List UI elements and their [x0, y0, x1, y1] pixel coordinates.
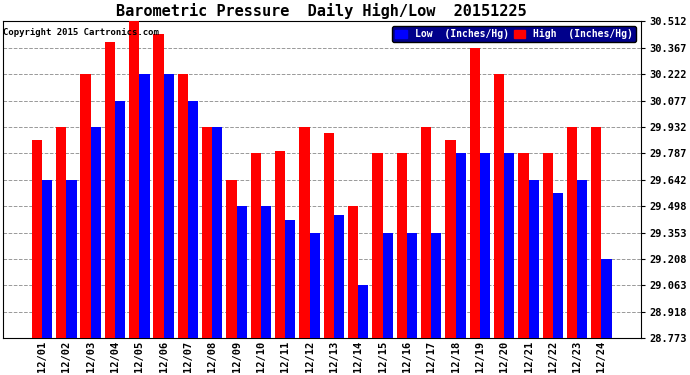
- Bar: [299, 127, 310, 338]
- Text: Copyright 2015 Cartronics.com: Copyright 2015 Cartronics.com: [3, 28, 159, 37]
- Bar: [324, 133, 334, 338]
- Bar: [56, 127, 66, 338]
- Bar: [285, 220, 295, 338]
- Bar: [445, 140, 455, 338]
- Bar: [553, 193, 563, 338]
- Bar: [504, 153, 515, 338]
- Bar: [567, 127, 577, 338]
- Bar: [226, 180, 237, 338]
- Bar: [518, 153, 529, 338]
- Bar: [470, 48, 480, 338]
- Bar: [373, 153, 382, 338]
- Bar: [407, 232, 417, 338]
- Bar: [178, 74, 188, 338]
- Bar: [542, 153, 553, 338]
- Bar: [90, 127, 101, 338]
- Bar: [382, 232, 393, 338]
- Bar: [164, 74, 174, 338]
- Bar: [115, 100, 125, 338]
- Bar: [577, 180, 587, 338]
- Bar: [480, 153, 490, 338]
- Bar: [153, 34, 164, 338]
- Bar: [129, 21, 139, 338]
- Bar: [81, 74, 90, 338]
- Bar: [602, 259, 612, 338]
- Bar: [591, 127, 602, 338]
- Bar: [139, 74, 150, 338]
- Bar: [213, 127, 222, 338]
- Legend: Low  (Inches/Hg), High  (Inches/Hg): Low (Inches/Hg), High (Inches/Hg): [393, 26, 635, 42]
- Bar: [421, 127, 431, 338]
- Bar: [202, 127, 213, 338]
- Bar: [397, 153, 407, 338]
- Bar: [431, 232, 442, 338]
- Bar: [237, 206, 247, 338]
- Bar: [42, 180, 52, 338]
- Bar: [334, 215, 344, 338]
- Bar: [261, 206, 271, 338]
- Bar: [348, 206, 358, 338]
- Title: Barometric Pressure  Daily High/Low  20151225: Barometric Pressure Daily High/Low 20151…: [117, 3, 527, 19]
- Bar: [455, 153, 466, 338]
- Bar: [275, 151, 285, 338]
- Bar: [250, 153, 261, 338]
- Bar: [188, 100, 198, 338]
- Bar: [105, 42, 115, 338]
- Bar: [529, 180, 539, 338]
- Bar: [358, 285, 368, 338]
- Bar: [310, 232, 319, 338]
- Bar: [66, 180, 77, 338]
- Bar: [32, 140, 42, 338]
- Bar: [494, 74, 504, 338]
